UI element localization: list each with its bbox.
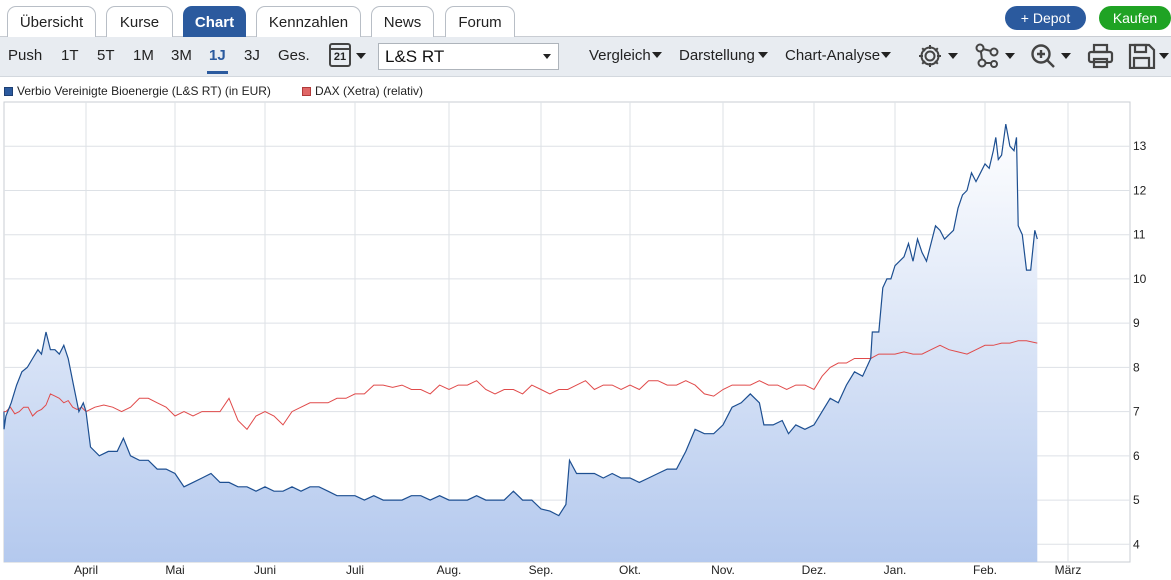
tab-bar: Übersicht Kurse Chart Kennzahlen News Fo… xyxy=(0,0,1171,37)
calendar-caret-icon[interactable] xyxy=(356,53,366,59)
x-tick-label: Nov. xyxy=(711,563,735,577)
verbio-area xyxy=(4,124,1038,562)
x-tick-label: Feb. xyxy=(973,563,997,577)
y-tick-label: 10 xyxy=(1133,272,1147,286)
range-1m[interactable]: 1M xyxy=(133,47,154,64)
chart-toolbar: Push 1T 5T 1M 3M 1J 3J Ges. Vergleich Da… xyxy=(0,37,1171,77)
dax-line xyxy=(3,340,1038,431)
x-tick-label: Juli xyxy=(346,563,364,577)
zoom-icon[interactable] xyxy=(1030,43,1074,69)
range-ges[interactable]: Ges. xyxy=(278,47,310,64)
display-caret-icon xyxy=(758,52,768,58)
y-tick-label: 4 xyxy=(1133,537,1140,551)
legend-swatch-dax xyxy=(302,86,311,96)
legend-item-dax: DAX (Xetra) (relativ) xyxy=(302,84,423,98)
legend-swatch-verbio xyxy=(4,86,13,96)
range-3j[interactable]: 3J xyxy=(244,47,260,64)
y-tick-label: 12 xyxy=(1133,183,1147,197)
exchange-select[interactable]: L&S RT xyxy=(378,43,559,70)
y-tick-label: 6 xyxy=(1133,449,1140,463)
y-tick-label: 7 xyxy=(1133,405,1140,419)
range-5t[interactable]: 5T xyxy=(97,47,115,64)
compare-menu[interactable]: Vergleich xyxy=(589,47,651,64)
analysis-label: Chart-Analyse xyxy=(785,47,881,64)
calendar-icon[interactable]: 21 xyxy=(329,43,351,67)
print-icon[interactable] xyxy=(1087,43,1115,69)
verbio-line xyxy=(3,123,1038,517)
x-axis: April Mai Juni Juli Aug. Sep. Okt. Nov. Dez. Jan.… xyxy=(74,563,1081,577)
display-menu[interactable]: Darstellung xyxy=(679,47,755,64)
y-tick-label: 9 xyxy=(1133,316,1140,330)
tab-forum[interactable]: Forum xyxy=(445,6,515,37)
buy-button[interactable]: Kaufen xyxy=(1099,6,1171,30)
tab-kurse[interactable]: Kurse xyxy=(106,6,173,37)
x-tick-label: Juni xyxy=(254,563,276,577)
analysis-caret-icon xyxy=(881,52,891,58)
y-tick-label: 8 xyxy=(1133,360,1140,374)
x-tick-label: Mai xyxy=(165,563,184,577)
x-tick-label: Aug. xyxy=(437,563,462,577)
price-chart[interactable]: 4 5 6 7 8 9 10 11 12 13 April Mai Juni Juli Aug. Sep. O… xyxy=(0,100,1171,580)
x-tick-label: Jan. xyxy=(884,563,907,577)
x-tick-label: Dez. xyxy=(802,563,827,577)
exchange-dropdown-icon xyxy=(543,54,551,59)
legend-label-verbio: Verbio Vereinigte Bioenergie (L&S RT) (i… xyxy=(17,84,271,98)
x-tick-label: März xyxy=(1055,563,1082,577)
save-icon[interactable] xyxy=(1128,43,1171,69)
tab-kennzahlen[interactable]: Kennzahlen xyxy=(256,6,361,37)
range-1j[interactable]: 1J xyxy=(207,47,228,74)
analysis-menu[interactable]: Chart-Analyse xyxy=(785,47,880,64)
compare-label: Vergleich xyxy=(589,47,651,64)
display-label: Darstellung xyxy=(679,47,755,64)
y-axis: 4 5 6 7 8 9 10 11 12 13 xyxy=(1133,139,1147,551)
exchange-select-value: L&S RT xyxy=(385,47,445,66)
y-tick-label: 11 xyxy=(1133,228,1146,242)
add-depot-button[interactable]: + Depot xyxy=(1005,6,1086,30)
y-tick-label: 13 xyxy=(1133,139,1147,153)
range-push[interactable]: Push xyxy=(8,47,43,64)
x-tick-label: Sep. xyxy=(529,563,554,577)
range-3m[interactable]: 3M xyxy=(171,47,192,64)
x-tick-label: Okt. xyxy=(619,563,641,577)
legend-label-dax: DAX (Xetra) (relativ) xyxy=(315,84,424,98)
tab-uebersicht[interactable]: Übersicht xyxy=(7,6,96,37)
tab-chart[interactable]: Chart xyxy=(183,6,246,37)
settings-icon[interactable] xyxy=(917,43,959,69)
tab-news[interactable]: News xyxy=(371,6,434,37)
compare-caret-icon xyxy=(652,52,662,58)
x-tick-label: April xyxy=(74,563,98,577)
range-1t[interactable]: 1T xyxy=(61,47,79,64)
indicators-icon[interactable] xyxy=(974,43,1018,69)
y-tick-label: 5 xyxy=(1133,493,1140,507)
legend-item-verbio: Verbio Vereinigte Bioenergie (L&S RT) (i… xyxy=(4,84,271,98)
